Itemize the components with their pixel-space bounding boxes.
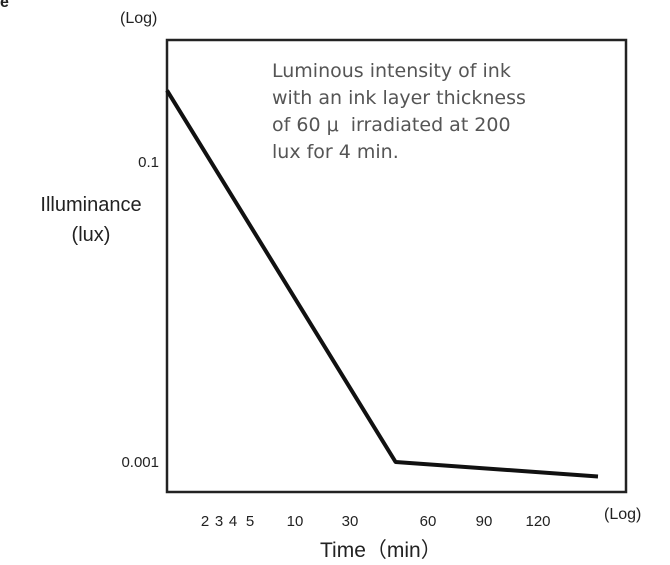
plot-frame xyxy=(165,38,628,494)
x-axis-label: Time（min） xyxy=(320,539,442,562)
x-tick-label: 5 xyxy=(246,513,254,530)
x-tick-label: 3 xyxy=(215,513,223,530)
x-scale-label: (Log) xyxy=(604,506,641,523)
y-ticks: 0.1 0.001 xyxy=(121,154,159,471)
y-scale-label: (Log) xyxy=(120,10,157,27)
corner-text: e xyxy=(0,0,9,11)
y-axis-label-line1: Illuminance xyxy=(40,194,142,216)
y-axis-label: Illuminance (lux) xyxy=(6,190,176,250)
series-lines xyxy=(165,89,599,479)
y-axis-label-line2: (lux) xyxy=(71,224,111,246)
x-tick-label: 120 xyxy=(525,513,550,530)
x-tick-label: 90 xyxy=(476,513,493,530)
x-tick-label: 60 xyxy=(420,513,437,530)
x-tick-label: 2 xyxy=(201,513,209,530)
x-tick-label: 30 xyxy=(342,513,359,530)
x-tick-label: 4 xyxy=(229,513,237,530)
series-line xyxy=(165,89,599,479)
x-ticks: 2 3 4 5 10 30 60 90 120 xyxy=(201,513,551,530)
x-tick-label: 10 xyxy=(287,513,304,530)
y-tick-label: 0.1 xyxy=(138,154,159,171)
chart-annotation: Luminous intensity of ink with an ink la… xyxy=(272,60,526,163)
y-tick-label: 0.001 xyxy=(121,454,159,471)
